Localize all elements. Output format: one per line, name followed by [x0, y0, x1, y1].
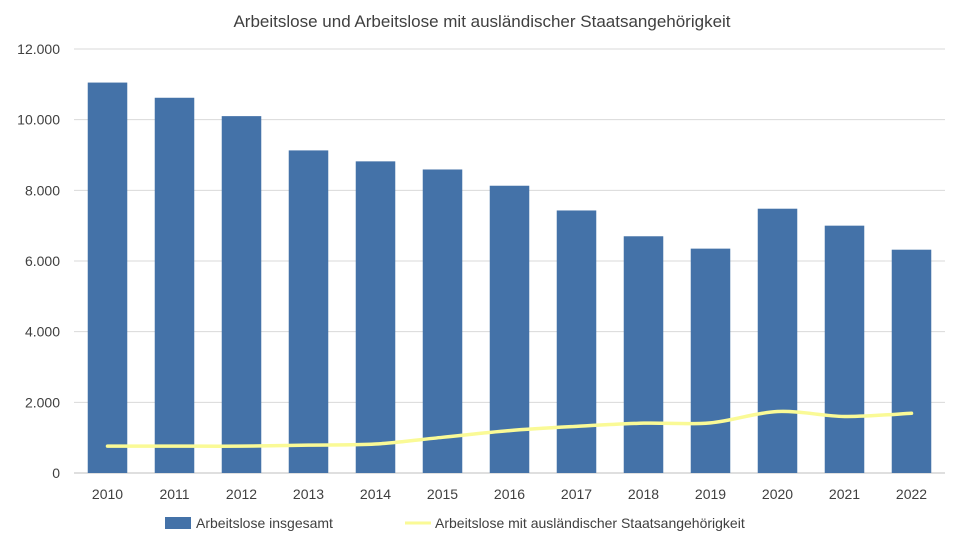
bar [155, 98, 195, 473]
x-tick-label: 2011 [159, 486, 189, 502]
x-tick-label: 2015 [427, 486, 458, 502]
bar [557, 210, 597, 473]
x-tick-label: 2022 [896, 486, 927, 502]
x-axis: 2010 2011 2012 2013 2014 2015 2016 2017 2018 2019… [92, 486, 927, 502]
x-tick-label: 2016 [494, 486, 525, 502]
bar [289, 150, 329, 473]
legend: Arbeitslose insgesamt Arbeitslose mit au… [165, 515, 745, 531]
bar [356, 161, 396, 473]
y-tick-label: 4.000 [25, 324, 60, 340]
y-tick-label: 8.000 [25, 182, 60, 198]
x-tick-label: 2014 [360, 486, 391, 502]
bar [423, 169, 463, 473]
legend-swatch-bars [165, 517, 191, 529]
y-tick-label: 10.000 [17, 112, 60, 128]
y-tick-label: 6.000 [25, 253, 60, 269]
bar [691, 249, 731, 473]
x-tick-label: 2017 [561, 486, 592, 502]
bar [892, 250, 932, 473]
y-tick-label: 2.000 [25, 394, 60, 410]
bar [825, 226, 865, 473]
x-tick-label: 2019 [695, 486, 726, 502]
x-tick-label: 2010 [92, 486, 123, 502]
x-tick-label: 2020 [762, 486, 793, 502]
legend-label-bars: Arbeitslose insgesamt [196, 515, 333, 531]
x-tick-label: 2021 [829, 486, 860, 502]
y-tick-label: 0 [52, 465, 60, 481]
y-tick-label: 12.000 [17, 41, 60, 57]
x-tick-label: 2018 [628, 486, 659, 502]
bar [222, 116, 262, 473]
y-axis: 0 2.000 4.000 6.000 8.000 10.000 12.000 [17, 41, 60, 481]
bar [88, 83, 128, 473]
bar [758, 209, 798, 473]
legend-label-line: Arbeitslose mit ausländischer Staatsange… [435, 515, 745, 531]
x-tick-label: 2013 [293, 486, 324, 502]
chart-title: Arbeitslose und Arbeitslose mit ausländi… [233, 12, 730, 31]
x-tick-label: 2012 [226, 486, 257, 502]
bar [624, 236, 664, 473]
